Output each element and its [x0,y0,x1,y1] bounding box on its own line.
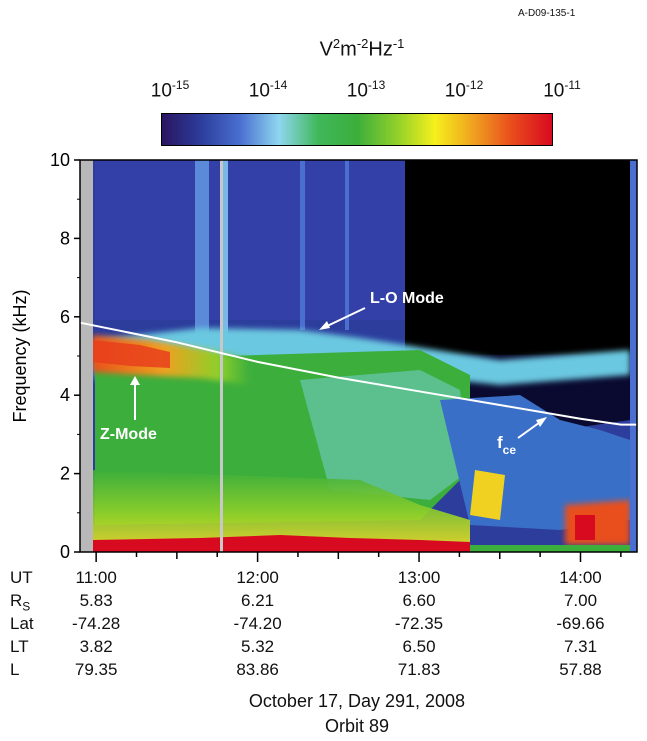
y-tick-label: 6 [60,307,70,327]
footer-date: October 17, Day 291, 2008 [248,691,466,711]
row-value: 6.50 [402,637,436,656]
row-value: 13:00 [397,568,441,587]
row-value: -74.28 [72,614,121,633]
row-value: 6.21 [241,591,275,610]
row-label: L [10,660,20,679]
colorbar-tick-label: 10-14 [248,78,288,102]
row-value: 3.82 [79,637,113,656]
y-tick-label: 2 [60,464,70,484]
colorbar [161,113,553,146]
y-tick-label: 8 [60,228,70,248]
lo-mode-label: L-O Mode [370,290,444,307]
colorbar-tick-label: 10-11 [543,78,581,102]
fce-annotation: fce [497,417,547,457]
row-value: 71.83 [397,660,441,679]
y-tick-label: 4 [60,385,70,405]
spectrogram-chart: L-O Mode Z-Mode fce 0 2 4 6 8 10 Frequency (k… [10,150,638,562]
row-value: -72.35 [394,614,444,633]
row-value: 79.35 [74,660,118,679]
colorbar-unit-label: V2m-2Hz-1 [319,36,405,61]
z-mode-label: Z-Mode [100,426,157,443]
y-tick-label: 0 [60,542,70,562]
row-value: 5.83 [79,591,113,610]
x-axis [95,552,622,562]
row-value: 57.88 [559,660,602,679]
y-tick-label: 10 [50,150,70,170]
lo-mode-annotation: L-O Mode [319,290,444,330]
row-label: UT [10,568,33,587]
row-label: Lat [10,614,34,633]
row-value: 6.60 [402,591,436,610]
row-value: 5.32 [241,637,275,656]
figure-id: A-D09-135-1 [518,8,576,19]
row-value: 12:00 [236,568,279,587]
colorbar-tick-label: 10-15 [150,78,190,102]
row-label: LT [10,637,29,656]
row-value: -69.66 [556,614,605,633]
fce-label: fce [497,433,516,457]
colorbar-tick-label: 10-13 [346,78,386,102]
z-mode-annotation: Z-Mode [100,376,157,443]
colorbar-tick-label: 10-12 [444,78,484,102]
fce-curve [79,321,637,426]
row-label: RS [10,591,31,614]
row-value: 7.00 [563,591,598,610]
row-value: 7.31 [563,637,598,656]
row-value: 11:00 [75,568,117,587]
row-value: 83.86 [236,660,279,679]
y-axis-label: Frequency (kHz) [10,289,30,422]
row-value: 14:00 [559,568,602,587]
y-axis: 0 2 4 6 8 10 [50,150,80,562]
spectrogram-image [80,160,637,552]
row-value: -74.20 [233,614,282,633]
ephemeris-table: UT 11:00 12:00 13:00 14:00 RS 5.83 6.21 6.60 7.00… [0,568,647,683]
footer-orbit: Orbit 89 [324,716,390,736]
